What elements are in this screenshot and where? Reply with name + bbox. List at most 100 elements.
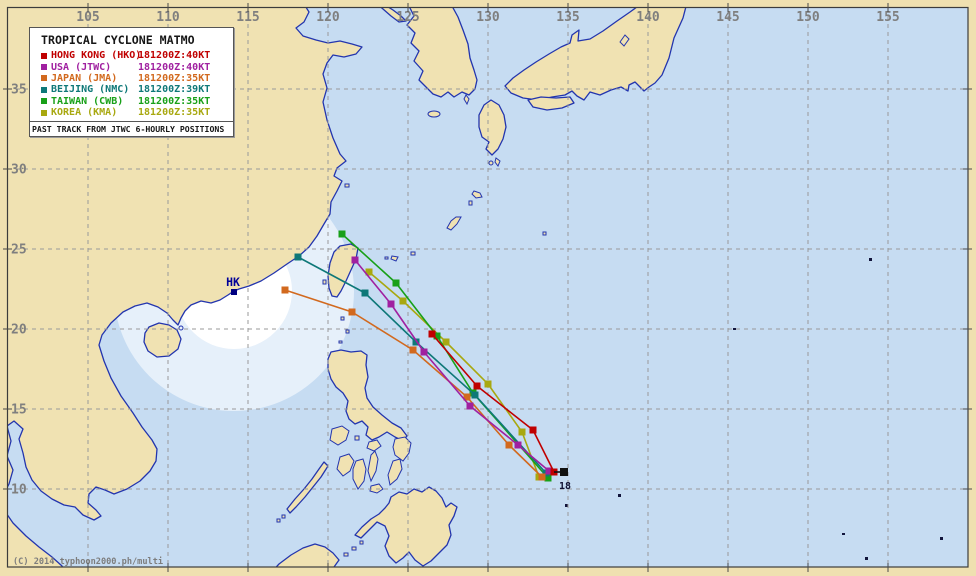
track-point: [514, 441, 522, 449]
coastlines: [8, 8, 943, 567]
lat-label-20: 20: [11, 323, 27, 338]
coastline-hainan: [143, 322, 182, 358]
tanegashima-island: [494, 157, 501, 168]
marinduque-island: [354, 435, 360, 441]
legend-row-1: USA (JTWC) 181200Z:40KT: [30, 61, 233, 73]
legend-agency-name: HONG KONG (HKO): [51, 50, 142, 62]
yakushima-island: [488, 160, 494, 166]
coastline-luzon: [327, 349, 408, 442]
legend-agency-name: BEIJING (NMC): [51, 84, 130, 96]
samar-island: [392, 436, 412, 462]
lon-label-135: 135: [556, 10, 579, 25]
legend-box: TROPICAL CYCLONE MATMO HONG KONG (HKO) 18…: [29, 27, 234, 138]
coastline-mindanao: [354, 486, 458, 567]
track-point: [505, 441, 513, 449]
pacific-islet-1: [842, 533, 845, 535]
yap-islet: [618, 494, 621, 497]
batan-island-2: [345, 329, 350, 334]
lat-label-35: 35: [11, 83, 27, 98]
daito-island: [542, 231, 547, 236]
lon-label-125: 125: [396, 10, 419, 25]
lat-label-25: 25: [11, 243, 27, 258]
track-line-japan-jma-: [284, 289, 543, 478]
track-point: [466, 402, 474, 410]
legend-agency-name: KOREA (KMA): [51, 107, 118, 119]
cebu-island: [367, 450, 379, 483]
frame-tick-marks: [3, 3, 972, 572]
legend-color-square: [41, 75, 47, 82]
track-point: [399, 297, 407, 305]
track-point: [361, 289, 369, 297]
miyako-island: [410, 251, 416, 256]
amami-island: [471, 190, 483, 199]
pacific-islet-2: [865, 557, 868, 560]
coastline-shikoku: [527, 96, 575, 111]
coastline-korea: [406, 8, 478, 98]
track-point: [473, 382, 481, 390]
track-point: [428, 330, 436, 338]
lon-label-120: 120: [316, 10, 340, 25]
penghu-island: [322, 279, 327, 285]
forecast-tracks: [281, 230, 568, 482]
hong-kong-label: HK: [226, 275, 240, 289]
batan-island-1: [340, 316, 345, 321]
legend-agency-name: TAIWAN (CWB): [51, 95, 124, 107]
track-point: [412, 338, 420, 346]
legend-row-4: TAIWAN (CWB) 181200Z:35KT: [30, 96, 233, 107]
track-point: [529, 426, 537, 434]
lat-label-10: 10: [11, 483, 27, 498]
legend-color-square: [41, 52, 47, 59]
track-point: [484, 380, 492, 388]
legend-footer-note: PAST TRACK FROM JTWC 6-HOURLY POSITIONS: [30, 121, 233, 136]
track-line-usa-jtwc-: [354, 259, 550, 472]
chichijima-islet: [869, 258, 872, 261]
coastline-honshu: [504, 8, 687, 101]
legend-forecast-value: 181200Z:40KT: [138, 61, 211, 73]
leyte-island: [387, 458, 403, 486]
coastline-liaodong: [380, 8, 407, 23]
lon-label-130: 130: [476, 10, 500, 25]
yonaguni-island: [384, 256, 389, 260]
track-point: [538, 473, 546, 481]
track-point: [433, 332, 441, 340]
legend-agency-name: USA (JTWC): [51, 61, 112, 73]
sulu-islet-3: [359, 540, 364, 545]
legend-row-5: KOREA (KMA) 181200Z:35KT: [30, 107, 233, 118]
ngulu-islet: [565, 504, 568, 507]
lon-label-115: 115: [236, 10, 259, 25]
track-point: [392, 279, 400, 287]
zhoushan-islet: [344, 183, 350, 188]
legend-color-square: [41, 98, 47, 105]
lat-label-30: 30: [11, 163, 27, 178]
lon-label-150: 150: [796, 10, 820, 25]
track-point: [463, 393, 471, 401]
tokunoshima-island: [468, 200, 473, 206]
legend-color-square: [41, 64, 47, 71]
lon-label-155: 155: [876, 10, 899, 25]
negros-island: [352, 458, 367, 490]
map-text-labels: HK 18 (C) 2014 typhoon2000.ph/multi: [13, 275, 571, 567]
legend-forecast-value: 181200Z:35KT: [138, 95, 211, 107]
storm-title: TROPICAL CYCLONE MATMO: [41, 33, 195, 47]
track-point: [442, 338, 450, 346]
track-point: [351, 256, 359, 264]
lon-label-110: 110: [156, 10, 180, 25]
coastline-borneo: [275, 543, 340, 567]
palawan-islet-2: [276, 518, 281, 523]
babuyan-island: [338, 340, 343, 344]
lon-label-140: 140: [636, 10, 660, 25]
current-position-marker: [560, 468, 568, 476]
okinawa-island: [446, 216, 462, 231]
lon-label-145: 145: [716, 10, 739, 25]
sado-island: [619, 34, 630, 47]
pratas-atoll: [178, 325, 184, 331]
legend-color-square: [41, 109, 47, 116]
lat-label-15: 15: [11, 403, 27, 418]
track-point: [387, 300, 395, 308]
copyright-text: (C) 2014 typhoon2000.ph/multi: [13, 556, 163, 567]
track-point: [471, 391, 479, 399]
hong-kong-marker: [231, 289, 237, 295]
tsushima-island: [463, 94, 470, 106]
